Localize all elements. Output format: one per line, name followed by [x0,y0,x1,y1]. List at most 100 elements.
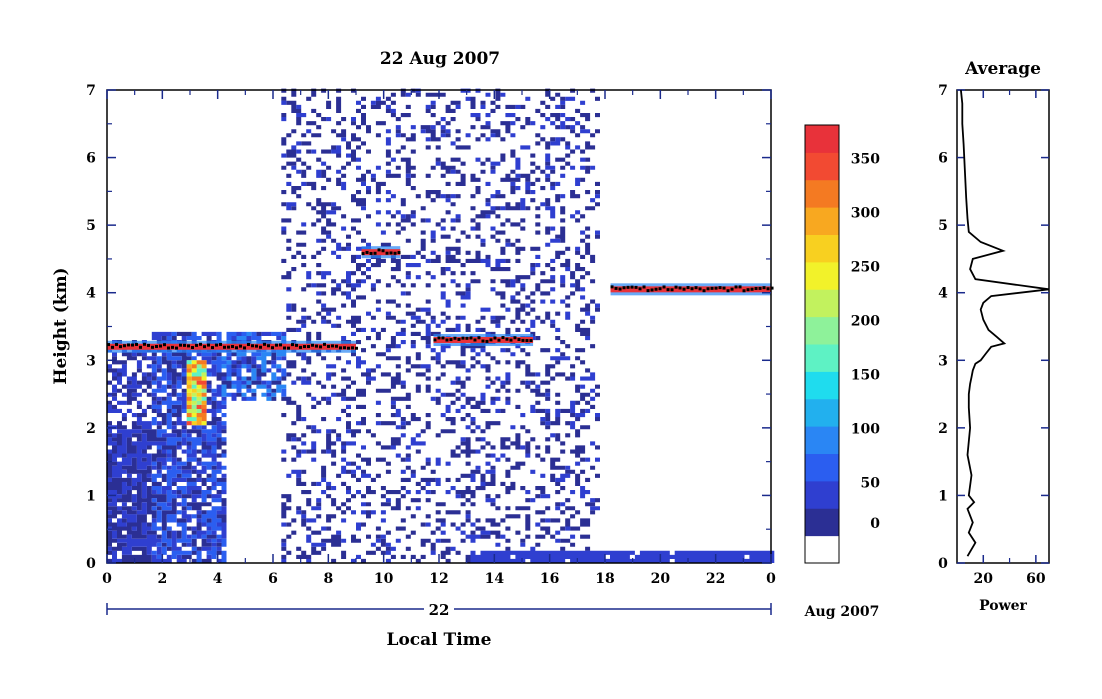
echo-layer-dot [634,285,638,289]
main-x-tick-label: 16 [540,571,559,587]
echo-layer-dot [517,338,521,342]
colorbar-segment [805,426,839,454]
echo-layer-dot [726,289,730,293]
echo-layer-dot [187,344,190,348]
echo-layer-dot [682,287,686,291]
echo-layer-dot [287,346,290,350]
main-x-tick-label: 0 [102,571,112,587]
average-x-tick-label: 60 [1026,571,1046,587]
echo-layer-dot [385,251,389,255]
echo-layer-dot [131,343,134,347]
echo-layer-dot [343,346,346,350]
echo-layer-dot [175,346,178,350]
echo-layer-dot [718,286,722,290]
echo-layer-dot [271,346,274,350]
colorbar-segment [805,398,839,427]
echo-layer-dot [702,289,706,293]
echo-layer-dot [355,346,358,350]
main-x-tick-label: 20 [651,571,671,587]
echo-layer-dot [155,345,158,349]
average-y-tick-label: 7 [938,83,948,99]
echo-layer-dot [610,285,614,289]
echo-layer-dot [630,285,634,289]
colorbar-segment [805,125,839,153]
echo-layer-dot [373,251,377,255]
echo-layer-dot [650,288,654,292]
echo-layer-dot [235,346,238,350]
echo-layer-dot [666,288,670,292]
date-day-label: 22 [429,601,450,619]
echo-layer-dot [762,286,766,290]
echo-layer-dot [706,287,710,291]
colorbar-segment [805,535,839,563]
echo-layer-dot [529,339,533,343]
main-x-tick-label: 12 [429,571,448,587]
echo-layer-dot [513,336,517,340]
echo-layer-dot [445,338,449,342]
colorbar-segment [805,179,839,208]
main-x-tick-label: 2 [157,571,167,587]
echo-layer-dot [227,345,230,349]
echo-layer-dot [291,343,294,347]
echo-layer-dot [147,343,150,347]
echo-layer-core [361,249,401,256]
heatmap-cell-group [186,364,207,426]
colorbar-segment [805,344,839,372]
echo-layer-dot [457,337,461,341]
echo-layer-dot [263,342,266,346]
heatmap-cell-group [186,380,202,426]
main-x-label: Local Time [387,630,492,650]
echo-layer-dot [323,342,326,346]
date-label-backdrop [424,600,454,618]
average-y-tick-label: 3 [938,353,948,369]
echo-layer-dot [686,286,690,290]
colorbar-segment [805,316,839,345]
echo-layer-dot [127,343,130,347]
echo-layer-dot [295,343,298,347]
main-y-label: Height (km) [51,267,71,384]
echo-layer-dot [107,343,110,347]
echo-layer-dot [159,344,162,348]
main-y-tick-label: 1 [86,488,96,504]
echo-layer-dot [115,342,118,346]
echo-layer-dot [618,287,622,291]
colorbar-segment [805,480,839,509]
colorbar-segment [805,371,839,400]
echo-layer-dot [758,286,762,290]
echo-layer-dot [191,346,194,350]
echo-layers [107,246,774,353]
echo-layer-dot [195,343,198,347]
echo-layer-dot [199,342,202,346]
colorbar-segment [805,234,839,263]
average-power-line [960,89,1050,557]
echo-layer-dot [335,344,338,348]
main-x-tick-label: 6 [268,571,278,587]
echo-layer-dot [714,286,718,290]
echo-layer-dot [770,286,774,290]
echo-layer-dot [111,345,114,349]
average-y-tick-label: 2 [938,421,948,437]
echo-layer-dot [275,343,278,347]
echo-layer-dot [327,344,330,348]
echo-layer-dot [670,288,674,292]
colorbar-tick-label: 150 [851,368,880,384]
echo-layer-dot [521,338,525,342]
heatmap-cell-group [151,331,287,563]
echo-layer-dot [231,345,234,349]
echo-layer-dot [642,285,646,289]
main-x-axis: 0 2 4 6 8 10 12 14 16 18 20 22 0 [102,90,776,587]
echo-layer-dot [351,346,354,350]
average-plot-frame [956,89,1050,564]
echo-layer-dot [171,345,174,349]
main-x-tick-label: 4 [213,571,223,587]
echo-layer-dot [754,287,758,291]
echo-layer-dot [501,336,505,340]
echo-layer-dot [119,345,122,349]
echo-layer-dot [247,343,250,347]
echo-layer-dot [239,344,242,348]
echo-layer-dot [722,286,726,290]
colorbar-segment [805,453,839,482]
heatmap-cells [107,88,775,563]
main-y-tick-label: 7 [86,83,96,99]
